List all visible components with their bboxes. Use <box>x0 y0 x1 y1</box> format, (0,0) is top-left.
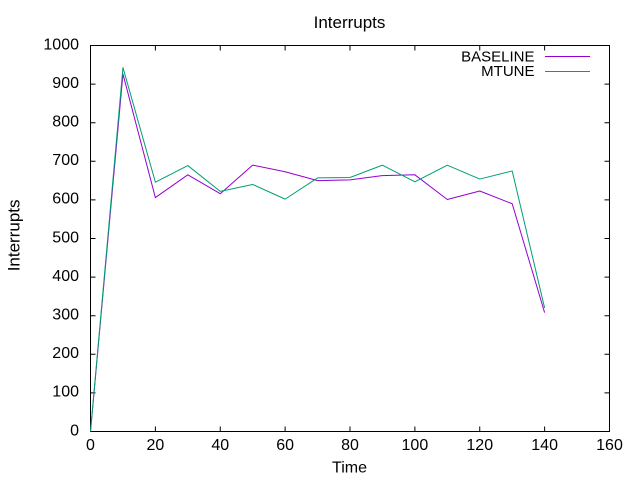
svg-text:60: 60 <box>276 437 294 454</box>
svg-text:160: 160 <box>596 437 623 454</box>
svg-text:Interrupts: Interrupts <box>4 199 23 271</box>
svg-text:0: 0 <box>70 422 79 439</box>
svg-text:1000: 1000 <box>43 36 79 53</box>
svg-text:200: 200 <box>52 345 79 362</box>
svg-text:BASELINE: BASELINE <box>461 49 534 66</box>
svg-text:120: 120 <box>466 437 493 454</box>
svg-text:400: 400 <box>52 268 79 285</box>
svg-text:900: 900 <box>52 75 79 92</box>
svg-text:700: 700 <box>52 152 79 169</box>
svg-text:100: 100 <box>402 437 429 454</box>
svg-text:140: 140 <box>531 437 558 454</box>
svg-text:MTUNE: MTUNE <box>481 63 534 80</box>
svg-text:Interrupts: Interrupts <box>314 13 386 32</box>
svg-text:40: 40 <box>211 437 229 454</box>
svg-text:600: 600 <box>52 191 79 208</box>
svg-text:20: 20 <box>146 437 164 454</box>
svg-text:800: 800 <box>52 114 79 131</box>
svg-text:0: 0 <box>86 437 95 454</box>
svg-text:Time: Time <box>332 459 367 476</box>
svg-text:80: 80 <box>341 437 359 454</box>
svg-text:500: 500 <box>52 229 79 246</box>
svg-text:100: 100 <box>52 384 79 401</box>
svg-text:300: 300 <box>52 307 79 324</box>
